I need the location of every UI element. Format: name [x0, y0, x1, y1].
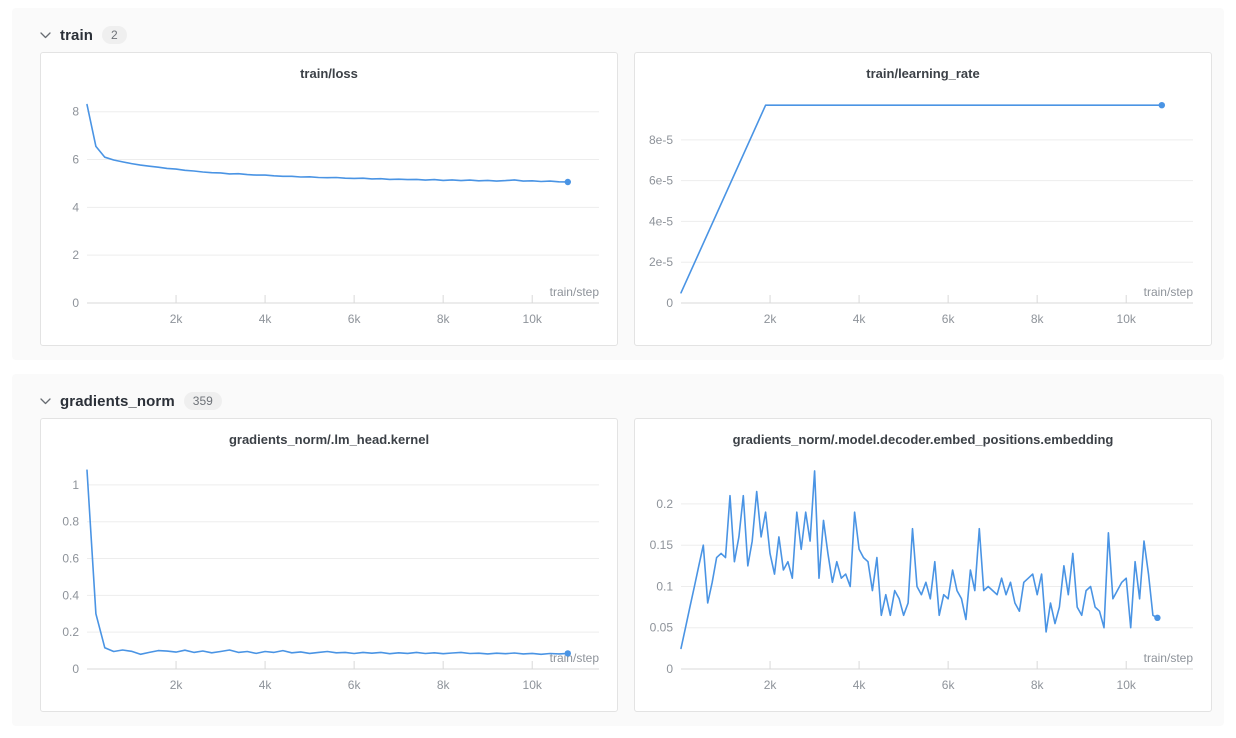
section-count-badge: 359 — [183, 392, 222, 410]
chevron-down-icon[interactable] — [40, 31, 51, 39]
svg-text:4: 4 — [72, 200, 79, 214]
svg-text:2k: 2k — [170, 312, 184, 326]
section-gradients-norm: gradients_norm 359 gradients_norm/.lm_he… — [12, 374, 1224, 726]
svg-text:0.2: 0.2 — [62, 625, 79, 639]
svg-text:8: 8 — [72, 105, 79, 119]
svg-text:10k: 10k — [1117, 678, 1137, 692]
svg-text:8k: 8k — [437, 312, 451, 326]
svg-text:4k: 4k — [853, 678, 867, 692]
svg-text:2k: 2k — [170, 678, 184, 692]
svg-text:0.8: 0.8 — [62, 515, 79, 529]
chart-card-lm-head-kernel: gradients_norm/.lm_head.kernel 0 0.2 0.4 0.… — [40, 418, 618, 712]
svg-text:0.4: 0.4 — [62, 588, 79, 602]
svg-text:0: 0 — [72, 662, 79, 676]
svg-text:8k: 8k — [1031, 678, 1045, 692]
section-train-header[interactable]: train 2 — [40, 18, 1212, 52]
section-count-badge: 2 — [102, 26, 127, 44]
svg-text:4k: 4k — [853, 312, 867, 326]
svg-text:2e-5: 2e-5 — [649, 255, 673, 269]
chart-card-train-learning-rate: train/learning_rate 0 2e-5 4e-5 6e-5 8e-5 2k 4… — [634, 52, 1212, 346]
svg-text:0.6: 0.6 — [62, 552, 79, 566]
svg-text:0.2: 0.2 — [656, 497, 673, 511]
svg-text:train/step: train/step — [550, 285, 600, 299]
line-chart-train-learning-rate[interactable]: 0 2e-5 4e-5 6e-5 8e-5 2k 4k 6k 8k 10k train/step — [635, 87, 1211, 345]
svg-text:0.15: 0.15 — [650, 538, 674, 552]
svg-text:0.1: 0.1 — [656, 579, 673, 593]
svg-text:0.05: 0.05 — [650, 621, 674, 635]
svg-text:10k: 10k — [1117, 312, 1137, 326]
chart-card-embed-positions: gradients_norm/.model.decoder.embed_posi… — [634, 418, 1212, 712]
chevron-down-icon[interactable] — [40, 397, 51, 405]
svg-text:2k: 2k — [764, 678, 778, 692]
svg-text:2: 2 — [72, 248, 79, 262]
svg-text:10k: 10k — [523, 312, 543, 326]
svg-text:4e-5: 4e-5 — [649, 214, 673, 228]
svg-text:4k: 4k — [259, 312, 273, 326]
line-chart-train-loss[interactable]: 0 2 4 6 8 2k 4k 6k 8k 10k train/step — [41, 87, 617, 345]
svg-text:1: 1 — [72, 478, 79, 492]
chart-title: gradients_norm/.lm_head.kernel — [228, 432, 430, 447]
svg-text:8k: 8k — [437, 678, 451, 692]
line-chart-lm-head-kernel[interactable]: 0 0.2 0.4 0.6 0.8 1 2k 4k 6k 8k 10k train/step — [41, 453, 617, 711]
svg-text:6e-5: 6e-5 — [649, 174, 673, 188]
svg-text:0: 0 — [666, 296, 673, 310]
svg-text:6: 6 — [72, 153, 79, 167]
section-title[interactable]: train — [60, 26, 94, 44]
svg-text:4k: 4k — [259, 678, 273, 692]
chart-card-train-loss: train/loss 0 2 4 6 8 2k 4k 6k 8k 10k train/step — [40, 52, 618, 346]
svg-text:6k: 6k — [942, 678, 956, 692]
svg-text:10k: 10k — [523, 678, 543, 692]
svg-text:8e-5: 8e-5 — [649, 133, 673, 147]
svg-text:8k: 8k — [1031, 312, 1045, 326]
svg-text:6k: 6k — [348, 678, 362, 692]
line-chart-embed-positions[interactable]: 0 0.05 0.1 0.15 0.2 2k 4k 6k 8k 10k train/step — [635, 453, 1211, 711]
svg-text:0: 0 — [72, 296, 79, 310]
chart-title: gradients_norm/.model.decoder.embed_posi… — [732, 432, 1114, 447]
svg-text:6k: 6k — [942, 312, 956, 326]
svg-text:train/step: train/step — [1144, 651, 1194, 665]
svg-text:0: 0 — [666, 662, 673, 676]
svg-text:2k: 2k — [764, 312, 778, 326]
chart-title: train/learning_rate — [866, 66, 980, 81]
section-title[interactable]: gradients_norm — [60, 392, 175, 410]
svg-text:6k: 6k — [348, 312, 362, 326]
section-gradients-norm-header[interactable]: gradients_norm 359 — [40, 384, 1212, 418]
section-train: train 2 train/loss 0 2 4 6 8 2k 4k 6k 8k 10k train… — [12, 8, 1224, 360]
svg-text:train/step: train/step — [1144, 285, 1194, 299]
chart-title: train/loss — [300, 66, 358, 81]
